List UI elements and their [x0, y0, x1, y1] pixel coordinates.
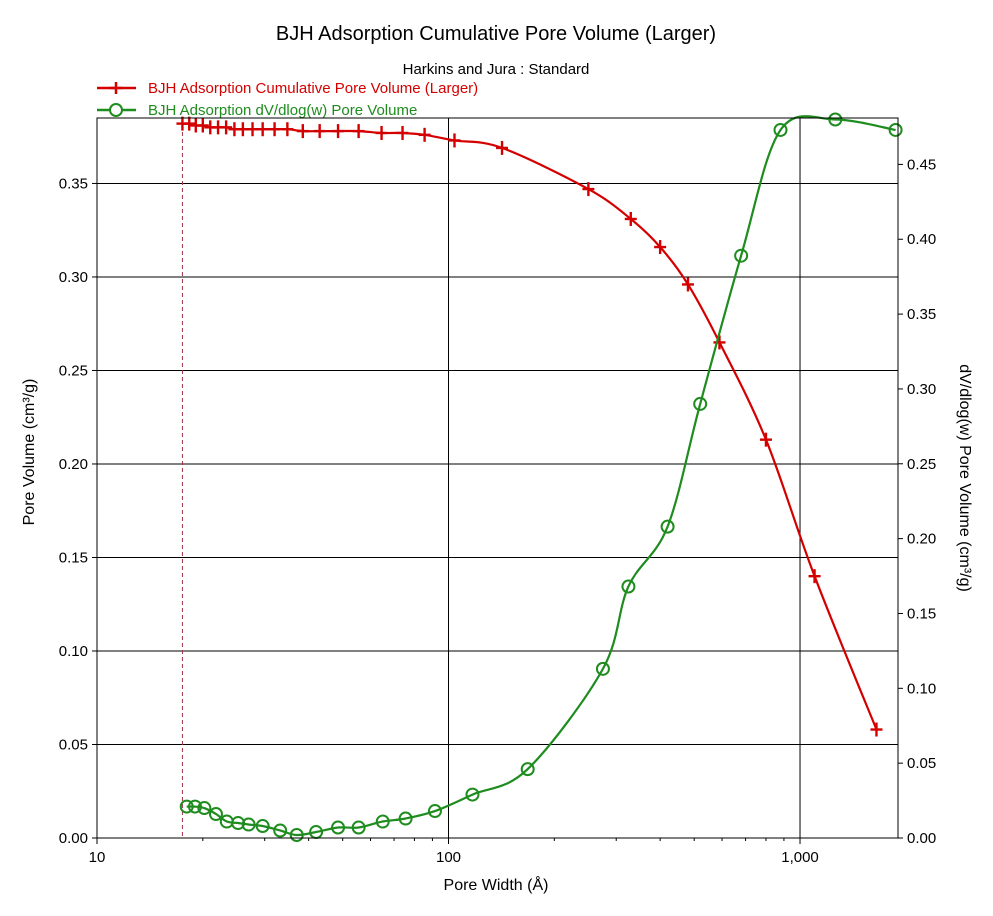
data-point	[734, 248, 749, 263]
grid	[97, 118, 898, 838]
data-point	[888, 122, 903, 137]
data-point	[256, 122, 269, 137]
data-point	[241, 817, 256, 832]
y-tick-label: 0.35	[59, 175, 88, 192]
legend: BJH Adsorption Cumulative Pore Volume (L…	[97, 80, 478, 119]
y2-tick-label: 0.40	[907, 231, 936, 248]
legend-label-dvdlogw: BJH Adsorption dV/dlog(w) Pore Volume	[148, 102, 417, 119]
data-point	[332, 124, 345, 139]
y2-tick-label: 0.45	[907, 156, 936, 173]
data-point	[465, 787, 480, 802]
data-point	[196, 118, 209, 133]
data-point	[624, 211, 637, 226]
x-tick-label: 10	[89, 849, 106, 866]
data-point	[448, 133, 461, 148]
data-point	[396, 125, 409, 140]
data-point	[773, 122, 788, 137]
series-line	[182, 122, 878, 730]
data-point	[520, 762, 535, 777]
data-point	[681, 277, 694, 292]
legend-label-cumulative: BJH Adsorption Cumulative Pore Volume (L…	[148, 80, 478, 97]
data-point	[352, 124, 365, 139]
data-point	[418, 127, 431, 142]
data-point	[273, 823, 288, 838]
data-point	[246, 122, 259, 137]
y-axis-label: Pore Volume (cm³/g)	[21, 379, 38, 526]
chart-title: BJH Adsorption Cumulative Pore Volume (L…	[276, 23, 716, 45]
series-dvdlogw	[179, 112, 903, 843]
chart-subtitle: Harkins and Jura : Standard	[403, 61, 590, 78]
data-point	[828, 112, 843, 127]
data-point	[351, 820, 366, 835]
data-point	[331, 820, 346, 835]
data-point	[268, 122, 281, 137]
data-point	[183, 116, 196, 131]
legend-item-cumulative: BJH Adsorption Cumulative Pore Volume (L…	[97, 80, 478, 97]
x-axis-label: Pore Width (Å)	[444, 875, 549, 894]
y2-axis-label: dV/dlog(w) Pore Volume (cm³/g)	[956, 364, 973, 592]
legend-item-dvdlogw: BJH Adsorption dV/dlog(w) Pore Volume	[97, 102, 417, 119]
data-point	[621, 579, 636, 594]
y-tick-label: 0.15	[59, 549, 88, 566]
series-cumulative	[176, 116, 883, 737]
y-tick-label: 0.20	[59, 456, 88, 473]
data-point	[496, 140, 509, 155]
y2-tick-label: 0.00	[907, 830, 936, 847]
plot-series	[176, 112, 903, 843]
x-tick-label: 1,000	[781, 849, 819, 866]
data-point	[296, 124, 309, 139]
data-point	[231, 816, 246, 831]
data-point	[255, 819, 270, 834]
y-tick-label: 0.10	[59, 643, 88, 660]
y2-tick-label: 0.35	[907, 306, 936, 323]
data-point	[281, 122, 294, 137]
x-tick-label: 100	[436, 849, 461, 866]
data-point	[759, 432, 772, 447]
data-point	[197, 801, 212, 816]
data-point	[220, 120, 233, 135]
y-tick-label: 0.05	[59, 736, 88, 753]
series-line	[186, 115, 896, 837]
y-tick-label: 0.25	[59, 362, 88, 379]
data-point	[693, 396, 708, 411]
y-tick-label: 0.30	[59, 269, 88, 286]
data-point	[289, 828, 304, 843]
y2-tick-label: 0.30	[907, 381, 936, 398]
y2-tick-label: 0.25	[907, 456, 936, 473]
y2-tick-label: 0.10	[907, 680, 936, 697]
tick-labels: 0.00 0.05 0.10 0.15 0.20 0.25 0.30 0.35 0.00 0.05…	[59, 156, 936, 866]
data-point	[208, 807, 223, 822]
data-point	[654, 240, 667, 255]
data-point	[595, 661, 610, 676]
data-point	[582, 182, 595, 197]
data-point	[398, 811, 413, 826]
data-point	[375, 125, 388, 140]
data-point	[179, 799, 194, 814]
y2-tick-label: 0.20	[907, 531, 936, 548]
legend-marker-dvdlogw	[109, 103, 123, 117]
y-tick-label: 0.00	[59, 830, 88, 847]
data-point	[808, 569, 821, 584]
data-point	[713, 335, 726, 350]
data-point	[870, 722, 883, 737]
plot-frame	[96, 117, 899, 839]
data-point	[427, 804, 442, 819]
data-point	[313, 124, 326, 139]
data-point	[375, 814, 390, 829]
y2-tick-label: 0.05	[907, 755, 936, 772]
data-point	[187, 799, 202, 814]
data-point	[660, 519, 675, 534]
y2-tick-label: 0.15	[907, 605, 936, 622]
